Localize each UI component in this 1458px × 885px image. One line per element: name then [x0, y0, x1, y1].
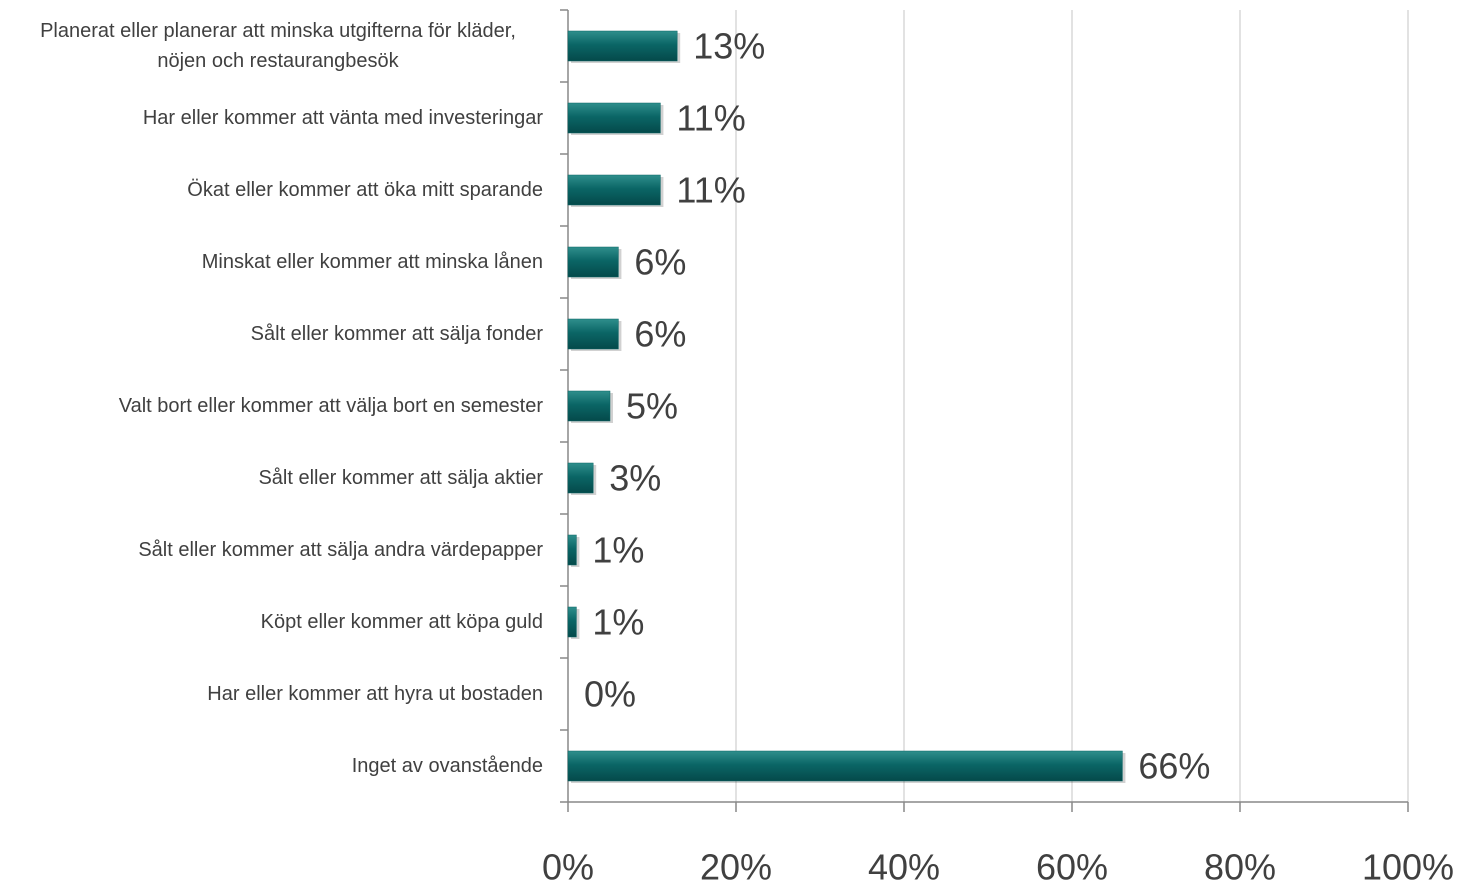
value-label: 66%: [1138, 746, 1210, 787]
y-tick-label: Minskat eller kommer att minska lånen: [201, 251, 543, 273]
y-tick-label: Köpt eller kommer att köpa guld: [260, 611, 543, 633]
bar: [567, 750, 1123, 782]
x-tick-label: 100%: [1362, 847, 1454, 885]
y-tick-label: Sålt eller kommer att sälja andra värdep…: [138, 539, 543, 561]
value-label: 1%: [592, 530, 644, 571]
value-label: 1%: [592, 602, 644, 643]
value-label: 5%: [626, 386, 678, 427]
y-tick-label: Har eller kommer att vänta med investeri…: [142, 107, 543, 129]
value-label: 13%: [693, 26, 765, 67]
bar: [567, 606, 577, 638]
value-label: 0%: [584, 674, 636, 715]
category-label-box: Sålt eller kommer att sälja fonder: [251, 298, 543, 370]
y-tick-label: Valt bort eller kommer att välja bort en…: [118, 395, 543, 417]
x-tick-label: 80%: [1204, 847, 1276, 885]
x-tick-label: 20%: [700, 847, 772, 885]
category-label-box: Köpt eller kommer att köpa guld: [261, 586, 543, 658]
value-label: 3%: [609, 458, 661, 499]
value-label: 6%: [634, 314, 686, 355]
x-tick-label: 60%: [1036, 847, 1108, 885]
category-label-box: Ökat eller kommer att öka mitt sparande: [187, 154, 543, 226]
y-tick-label: Sålt eller kommer att sälja aktier: [258, 467, 543, 489]
category-label-box: Har eller kommer att hyra ut bostaden: [207, 658, 543, 730]
y-tick-label: Planerat eller planerar att minska utgif…: [40, 20, 516, 72]
y-tick-label: Har eller kommer att hyra ut bostaden: [207, 683, 543, 705]
category-label-box: Valt bort eller kommer att välja bort en…: [119, 370, 543, 442]
y-tick-label: Ökat eller kommer att öka mitt sparande: [187, 179, 543, 201]
bar: [567, 246, 619, 278]
bar: [567, 534, 577, 566]
category-label-box: Planerat eller planerar att minska utgif…: [13, 10, 543, 82]
bar: [567, 390, 611, 422]
x-tick-label: 40%: [868, 847, 940, 885]
bar: [567, 318, 619, 350]
category-label-box: Sålt eller kommer att sälja aktier: [258, 442, 543, 514]
bar: [567, 30, 678, 62]
y-tick-label: Sålt eller kommer att sälja fonder: [250, 323, 543, 345]
category-label-box: Inget av ovanstående: [352, 730, 543, 802]
value-label: 11%: [676, 170, 745, 211]
value-label: 11%: [676, 98, 745, 139]
x-tick-label: 0%: [542, 847, 594, 885]
category-label-box: Sålt eller kommer att sälja andra värdep…: [138, 514, 543, 586]
bar: [567, 174, 661, 206]
value-label: 6%: [634, 242, 686, 283]
bar: [567, 102, 661, 134]
category-label-box: Har eller kommer att vänta med investeri…: [143, 82, 543, 154]
category-label-box: Minskat eller kommer att minska lånen: [202, 226, 543, 298]
y-tick-label: Inget av ovanstående: [351, 755, 543, 777]
bar: [567, 462, 594, 494]
